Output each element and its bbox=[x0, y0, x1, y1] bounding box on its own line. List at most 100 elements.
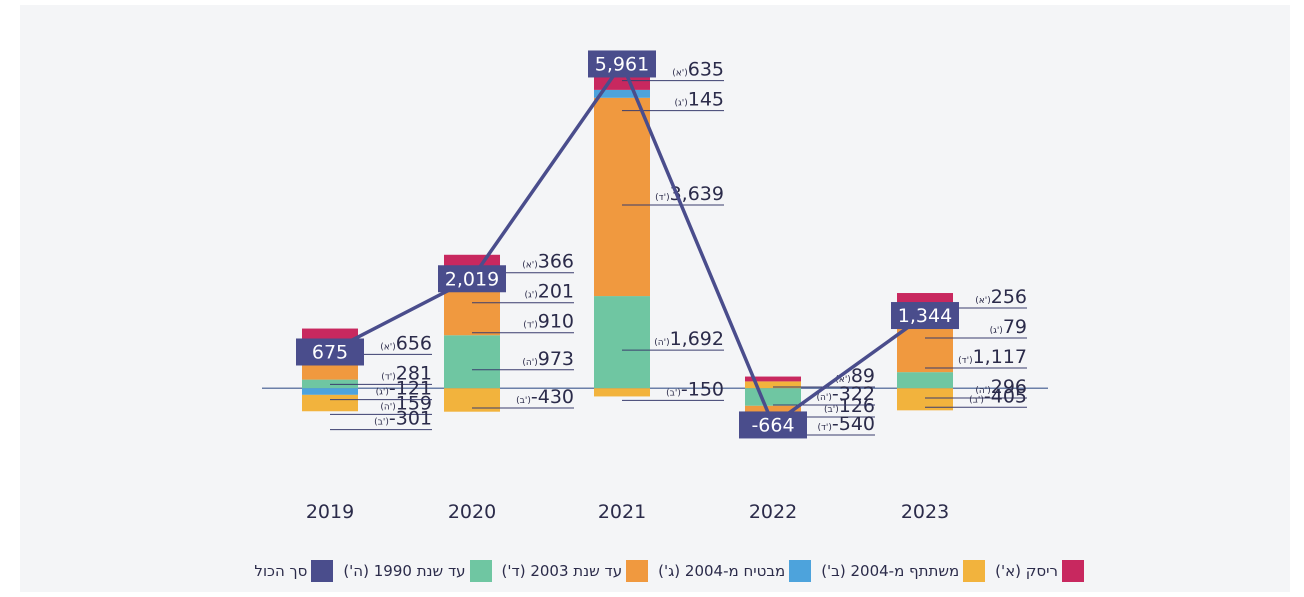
data-label-tag: (ג') bbox=[525, 291, 538, 301]
legend-swatch bbox=[311, 560, 334, 582]
data-label: (ד')910 bbox=[523, 311, 574, 333]
data-label-tag: (ה') bbox=[654, 338, 669, 348]
data-label-tag: (א') bbox=[672, 69, 688, 79]
data-label-tag: (ה') bbox=[380, 402, 395, 412]
data-label-tag: (ג') bbox=[990, 326, 1003, 336]
legend-item: עד שנת 1990 (ה') bbox=[343, 560, 492, 582]
data-label: (ג')-121 bbox=[376, 378, 432, 400]
data-label: (ב')126 bbox=[824, 395, 875, 417]
bar-segment bbox=[302, 394, 358, 412]
data-label-value: -150 bbox=[681, 378, 724, 400]
legend-label: עד שנת 1990 (ה') bbox=[343, 562, 466, 580]
data-label-tag: (ד') bbox=[523, 321, 537, 331]
bar-segment bbox=[745, 381, 801, 389]
data-label: (א')656 bbox=[380, 332, 432, 354]
data-label-value: 1,117 bbox=[973, 346, 1027, 368]
data-label-tag: (ה') bbox=[816, 393, 831, 403]
data-label: (ג')79 bbox=[990, 316, 1027, 338]
legend-label: עד שנת 2003 (ד') bbox=[501, 562, 623, 580]
bar-segment bbox=[745, 388, 801, 406]
data-label-value: 201 bbox=[538, 281, 574, 303]
data-label-tag: (ב') bbox=[374, 418, 389, 428]
total-box bbox=[296, 338, 364, 366]
legend-label: סך הכול bbox=[254, 562, 308, 580]
legend-item: עד שנת 2003 (ד') bbox=[502, 560, 649, 582]
legend-swatch bbox=[469, 560, 492, 582]
total-box bbox=[739, 411, 807, 439]
data-label-tag: (ב') bbox=[969, 395, 984, 405]
x-tick-label: 2020 bbox=[448, 501, 496, 523]
total-label: 675 bbox=[312, 341, 348, 363]
data-label: (ה')159 bbox=[380, 392, 432, 414]
bar-segment bbox=[444, 285, 500, 336]
legend-swatch bbox=[626, 560, 649, 582]
bar-segment bbox=[594, 89, 650, 98]
data-label-tag: (א') bbox=[835, 375, 851, 385]
data-label-value: 3,639 bbox=[670, 183, 724, 205]
data-label-value: 656 bbox=[396, 332, 432, 354]
data-label-value: 366 bbox=[538, 251, 574, 273]
data-label-tag: (ג') bbox=[376, 388, 389, 398]
data-label: (ד')-540 bbox=[817, 413, 875, 435]
data-label: (ג')201 bbox=[525, 281, 575, 303]
data-label-value: -301 bbox=[389, 408, 432, 430]
total-box bbox=[438, 265, 506, 293]
data-label-tag: (ד') bbox=[381, 372, 395, 382]
data-label: (ב')-301 bbox=[374, 408, 432, 430]
data-label-tag: (א') bbox=[380, 342, 396, 352]
bar-segment bbox=[444, 388, 500, 412]
data-label-value: 296 bbox=[991, 376, 1027, 398]
data-label-tag: (א') bbox=[522, 261, 538, 271]
total-box bbox=[891, 302, 959, 330]
data-label-value: -322 bbox=[832, 383, 875, 405]
bar-segment bbox=[897, 372, 953, 389]
bar-segment bbox=[897, 388, 953, 411]
total-label: 2,019 bbox=[445, 268, 499, 290]
legend-swatch bbox=[789, 560, 812, 582]
legend-item: סך הכול bbox=[254, 560, 334, 582]
data-label: (ב')-405 bbox=[969, 385, 1027, 407]
data-label-tag: (ב') bbox=[824, 405, 839, 415]
legend: ריסק (א') משתתף מ-2004 (ב') מבטיח מ-2004 (… bbox=[254, 560, 1084, 582]
data-label-value: 635 bbox=[688, 59, 724, 81]
data-label-value: -405 bbox=[984, 385, 1027, 407]
data-label: (א')635 bbox=[672, 59, 724, 81]
data-label: (ב')-430 bbox=[516, 386, 574, 408]
data-label: (ד')1,117 bbox=[958, 346, 1027, 368]
bar-segment bbox=[594, 296, 650, 389]
data-label-tag: (ב') bbox=[516, 396, 531, 406]
data-label-value: 145 bbox=[688, 89, 724, 111]
data-label-tag: (ה') bbox=[522, 358, 537, 368]
data-label-value: 89 bbox=[851, 365, 875, 387]
x-tick-label: 2023 bbox=[901, 501, 949, 523]
legend-label: ריסק (א') bbox=[995, 562, 1058, 580]
data-label-value: -121 bbox=[389, 378, 432, 400]
legend-swatch bbox=[1062, 560, 1084, 582]
total-label: -664 bbox=[751, 414, 794, 436]
data-label-value: -540 bbox=[832, 413, 875, 435]
data-label-value: 910 bbox=[538, 311, 574, 333]
bar-segment bbox=[594, 388, 650, 397]
bar-segment bbox=[594, 97, 650, 297]
data-label-tag: (א') bbox=[975, 296, 991, 306]
x-tick-label: 2021 bbox=[598, 501, 646, 523]
data-label-tag: (ד') bbox=[817, 423, 831, 433]
data-label: (א')89 bbox=[835, 365, 875, 387]
data-label-tag: (ה') bbox=[975, 386, 990, 396]
data-label: (א')256 bbox=[975, 286, 1027, 308]
total-box bbox=[588, 50, 656, 78]
data-label-value: 256 bbox=[991, 286, 1027, 308]
legend-item: מבטיח מ-2004 (ג') bbox=[658, 560, 812, 582]
data-label-value: -430 bbox=[531, 386, 574, 408]
legend-label: מבטיח מ-2004 (ג') bbox=[658, 562, 786, 580]
data-label: (ב')-150 bbox=[666, 378, 724, 400]
data-label-tag: (ב') bbox=[666, 388, 681, 398]
legend-swatch bbox=[963, 560, 986, 582]
legend-item: משתתף מ-2004 (ב') bbox=[821, 560, 986, 582]
bar-segment bbox=[745, 376, 801, 382]
bar-segment bbox=[302, 388, 358, 395]
bar-segment bbox=[444, 335, 500, 389]
data-label: (ה')973 bbox=[522, 348, 574, 370]
